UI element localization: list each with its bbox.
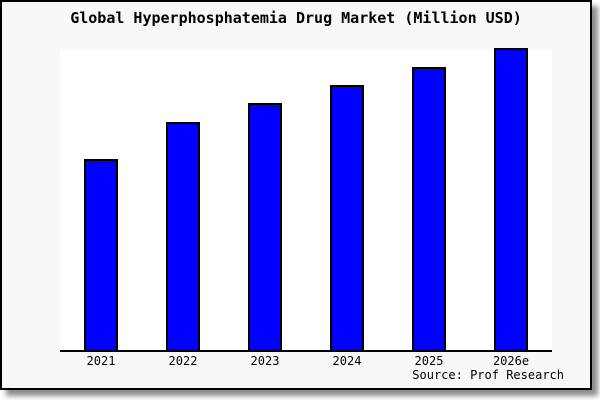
source-note: Source: Prof Research bbox=[412, 368, 564, 382]
x-tick-label-2025: 2025 bbox=[414, 354, 444, 368]
chart-frame: Global Hyperphosphatemia Drug Market (Mi… bbox=[0, 0, 592, 390]
bar-slot-2024 bbox=[306, 49, 388, 350]
plot-area bbox=[60, 48, 552, 352]
x-tick-label-2026e: 2026e bbox=[492, 354, 530, 368]
bar-slot-2023 bbox=[224, 49, 306, 350]
bar-2023 bbox=[248, 103, 282, 350]
x-tick-label-2022: 2022 bbox=[168, 354, 198, 368]
bar-slot-2022 bbox=[142, 49, 224, 350]
x-tick-label-2023: 2023 bbox=[250, 354, 280, 368]
bars-row bbox=[60, 48, 552, 350]
x-axis-tick-labels: 2021 2022 2023 2024 2025 2026e bbox=[60, 354, 552, 368]
chart-title: Global Hyperphosphatemia Drug Market (Mi… bbox=[70, 9, 522, 27]
x-tick-label-2021: 2021 bbox=[86, 354, 116, 368]
bar-slot-2025 bbox=[388, 49, 470, 350]
bar-slot-2026e bbox=[470, 48, 552, 350]
bar-slot-2021 bbox=[60, 49, 142, 350]
bar-2021 bbox=[84, 158, 118, 350]
bar-2025 bbox=[412, 66, 446, 350]
bar-2022 bbox=[166, 122, 200, 350]
bar-2026e bbox=[494, 48, 528, 350]
bar-2024 bbox=[330, 84, 364, 350]
x-tick-label-2024: 2024 bbox=[332, 354, 362, 368]
